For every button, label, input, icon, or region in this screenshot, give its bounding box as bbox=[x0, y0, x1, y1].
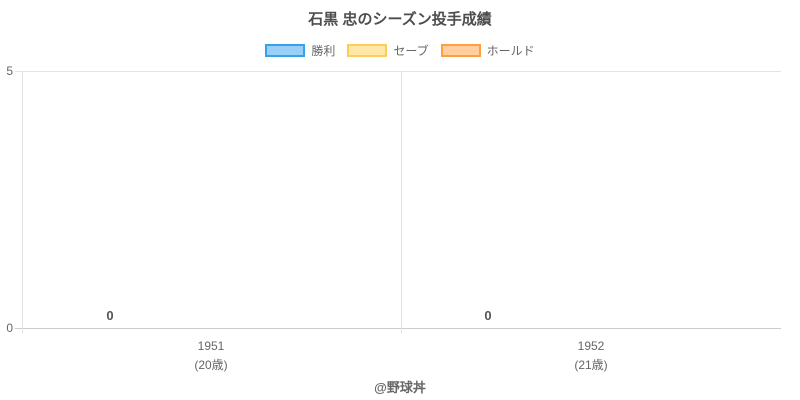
x-category-1952-year: 1952 bbox=[577, 339, 605, 353]
x-category-1952: 1952 (21歳) bbox=[511, 337, 671, 375]
gridline-category-separator bbox=[401, 71, 402, 333]
legend-label-wins: 勝利 bbox=[311, 44, 336, 58]
x-category-1951-age: (20歳) bbox=[194, 358, 228, 372]
data-label-1951: 0 bbox=[106, 308, 114, 323]
legend-item-wins[interactable]: 勝利 bbox=[265, 42, 335, 59]
saves-swatch-icon bbox=[347, 44, 388, 57]
page-title: 石黒 忠のシーズン投手成績 bbox=[308, 11, 492, 28]
legend-item-holds[interactable]: ホールド bbox=[440, 42, 535, 59]
legend-label-holds: ホールド bbox=[486, 44, 535, 58]
x-category-1951-year: 1951 bbox=[197, 339, 225, 353]
y-tick-max: 5 bbox=[6, 64, 13, 78]
x-category-1951: 1951 (20歳) bbox=[131, 337, 291, 375]
x-axis-line bbox=[15, 328, 781, 329]
footer-credit: @野球丼 bbox=[374, 380, 426, 395]
wins-swatch-icon bbox=[265, 44, 306, 57]
data-label-1952: 0 bbox=[484, 308, 492, 323]
y-tick-min: 0 bbox=[6, 321, 13, 335]
legend-item-saves[interactable]: セーブ bbox=[347, 42, 429, 59]
gridline-y5 bbox=[15, 71, 781, 72]
y-axis-line bbox=[22, 71, 23, 333]
legend-label-saves: セーブ bbox=[393, 44, 429, 58]
x-category-1952-age: (21歳) bbox=[574, 358, 608, 372]
holds-swatch-icon bbox=[440, 44, 481, 57]
legend: 勝利 セーブ ホールド bbox=[0, 42, 800, 59]
